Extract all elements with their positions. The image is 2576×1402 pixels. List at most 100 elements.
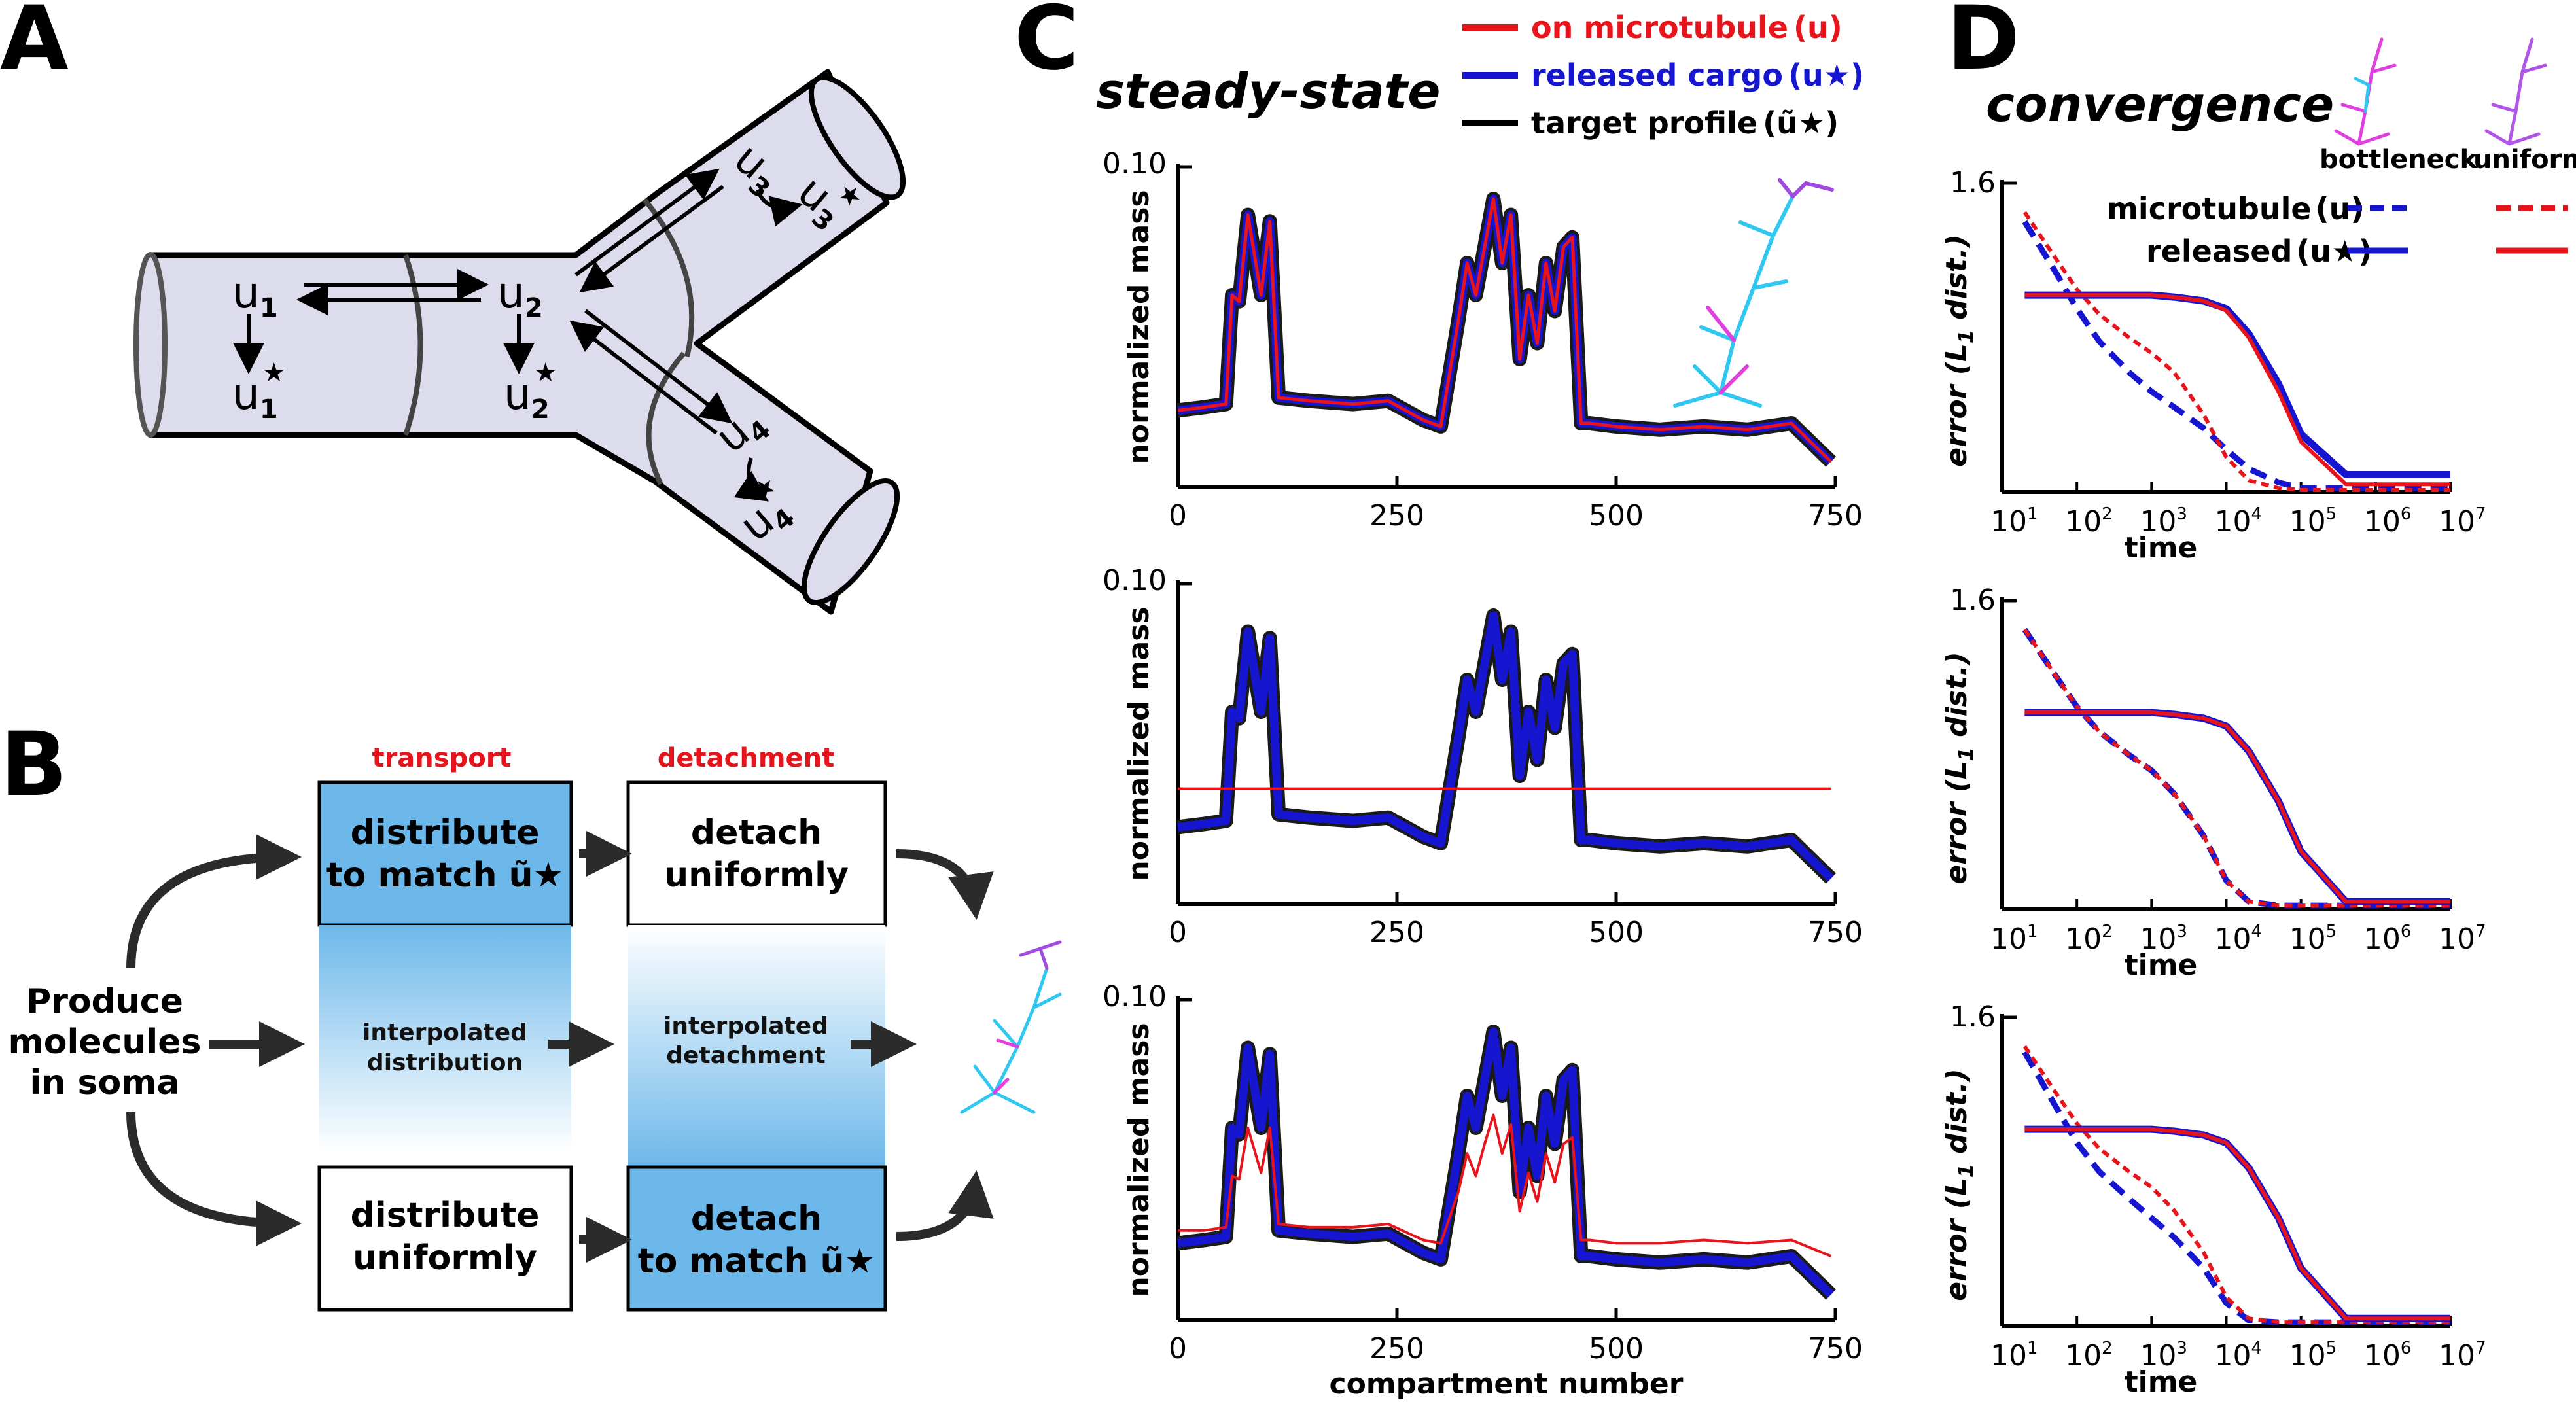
d-tick-label-x: 101	[1990, 922, 2038, 956]
c-tick-label-x: 0	[1169, 916, 1187, 949]
box-tl-line1: distribute	[351, 813, 540, 852]
c-series-line	[1177, 1027, 1834, 1298]
d-series-line	[2022, 1050, 2450, 1325]
box-tr-line1: detach	[691, 813, 822, 852]
arrow-u3-to-u2	[579, 184, 724, 293]
c-tick-label-x: 500	[1589, 1332, 1644, 1365]
arrow-u2-to-u3	[574, 168, 720, 277]
legend-row-microtubule: microtubule (u)	[2107, 191, 2364, 226]
d-tick-label-x: 104	[2215, 504, 2263, 538]
tube-cap-top	[808, 75, 906, 200]
c-tick-label-ytop: 0.10	[1103, 564, 1167, 597]
panel-b-arrows	[126, 831, 994, 1263]
panel-c-legend: on microtubule (u) released cargo (u★) tar…	[1462, 10, 1864, 141]
header-transport: transport	[372, 743, 511, 773]
var-u2: u2	[497, 268, 543, 323]
d-series-line	[2022, 1045, 2450, 1325]
legend-col-uniform: uniform	[2473, 145, 2576, 175]
panel-c-plots: 0.10 normalized mass 0 250 500 750 0.10 normali…	[1103, 147, 1863, 1401]
panel-c-label: C	[1014, 0, 1079, 90]
d-ylabel: error (L1 dist.)	[1940, 1068, 1978, 1301]
d-tick-label-ytop: 1.6	[1950, 166, 1996, 200]
d-tick-label-x: 102	[2065, 1339, 2113, 1373]
legend-col-bottleneck: bottleneck	[2320, 145, 2479, 175]
c-tick-label-x: 500	[1589, 916, 1644, 949]
panel-d-label: D	[1947, 0, 2020, 90]
compartment-divider-2	[642, 198, 695, 357]
c-tick-label-x: 0	[1169, 1332, 1187, 1365]
var-u2-star: u2★	[504, 358, 557, 425]
gradient-interpolated-distribution	[319, 925, 571, 1153]
panel-b-label: B	[0, 713, 67, 816]
c-series-line	[1178, 1113, 1832, 1257]
c-ylabel: normalized mass	[1122, 190, 1156, 464]
box-detach-uniformly	[626, 780, 887, 927]
box-distribute-uniformly	[317, 1165, 573, 1312]
d-tick-label-x: 102	[2065, 504, 2113, 538]
d-series-line	[2022, 211, 2450, 492]
tube-cap-bottom	[801, 478, 900, 605]
c-tick-label-x: 750	[1808, 499, 1863, 533]
arrow-bottom-to-neuron	[896, 1170, 994, 1241]
produce-line1: Produce	[26, 982, 183, 1021]
box-br-line1: detach	[691, 1199, 822, 1238]
d-tick-label-x: 105	[2289, 504, 2337, 538]
c-tick-label-x: 0	[1169, 499, 1187, 533]
d-tick-label-x: 106	[2364, 922, 2412, 956]
box-bl-line2: uniformly	[353, 1238, 537, 1278]
arrow-u4-detach	[733, 457, 769, 502]
c-plot-0: 0.10 normalized mass 0 250 500 750	[1103, 147, 1863, 533]
d-tick-label-x: 102	[2065, 922, 2113, 956]
d-tick-label-x: 103	[2140, 504, 2187, 538]
d-tick-label-x: 104	[2215, 922, 2263, 956]
gradient-interpolated-detachment	[628, 925, 885, 1167]
neuron-image-c	[1673, 178, 1834, 408]
panel-d-plots: 1.6 error (L1 dist.) 101 102 103 104 105 106 107…	[1940, 166, 2486, 1399]
compartment-divider-3	[646, 351, 686, 485]
d-plot-1: 1.6 error (L1 dist.) 101 102 103 104 105 106 107…	[1940, 584, 2486, 982]
svg-text:u2★: u2★	[504, 358, 557, 425]
box-detach-to-match	[626, 1165, 887, 1312]
compartment-divider-1	[403, 254, 423, 436]
d-tick-label-x: 101	[1990, 1339, 2038, 1373]
legend-label-released: released cargo (u★)	[1531, 58, 1864, 93]
panel-a: A u1 u1★ u2 u2★ u3 u3★ u4 u4★	[0, 0, 906, 615]
panel-d: D convergence bottleneck uniform microtu…	[1940, 0, 2576, 1399]
d-xlabel: time	[2125, 1365, 2198, 1399]
d-xlabel: time	[2125, 949, 2198, 982]
d-series-line	[2024, 1127, 2450, 1321]
panel-a-label: A	[0, 0, 68, 90]
d-ylabel: error (L1 dist.)	[1940, 652, 1978, 884]
d-tick-label-x: 104	[2215, 1339, 2263, 1373]
box-tr-line2: uniformly	[664, 856, 849, 895]
d-tick-label-x: 101	[1990, 504, 2038, 538]
d-tick-label-x: 107	[2439, 504, 2486, 538]
arrow-u3-detach	[756, 188, 803, 227]
c-series-line	[1177, 611, 1834, 882]
d-ylabel: error (L1 dist.)	[1940, 234, 1978, 466]
box-distribute-to-match	[317, 780, 573, 927]
c-xlabel: compartment number	[1330, 1367, 1684, 1401]
produce-line2: molecules	[9, 1023, 202, 1062]
mid-r-line1: interpolated	[663, 1013, 828, 1040]
d-series-line	[2022, 627, 2450, 909]
var-u1-star: u1★	[232, 358, 286, 425]
c-tick-label-x: 250	[1369, 1332, 1424, 1365]
d-series-line	[2024, 710, 2450, 904]
d-tick-label-x: 105	[2289, 1339, 2337, 1373]
box-br-line2: to match ũ★	[638, 1242, 875, 1281]
legend-label-target: target profile (ũ★)	[1531, 105, 1839, 141]
panel-b: B transport detachment distribute to mat…	[0, 713, 1062, 1312]
arrow-produce-to-bottom	[126, 1112, 302, 1246]
d-tick-label-x: 105	[2289, 922, 2337, 956]
d-tick-label-x: 103	[2140, 1339, 2187, 1373]
c-tick-label-ytop: 0.10	[1103, 147, 1167, 181]
svg-text:u2: u2	[497, 268, 543, 323]
c-tick-label-ytop: 0.10	[1103, 980, 1167, 1013]
d-plot-0: 1.6 error (L1 dist.) 101 102 103 104 105 106 107…	[1940, 166, 2486, 565]
panel-c-title: steady-state	[1096, 63, 1440, 120]
c-plot-1: 0.10 normalized mass 0 250 500 750	[1103, 564, 1863, 949]
produce-line3: in soma	[30, 1063, 180, 1102]
legend-label-microtubule: on microtubule (u)	[1531, 10, 1843, 45]
